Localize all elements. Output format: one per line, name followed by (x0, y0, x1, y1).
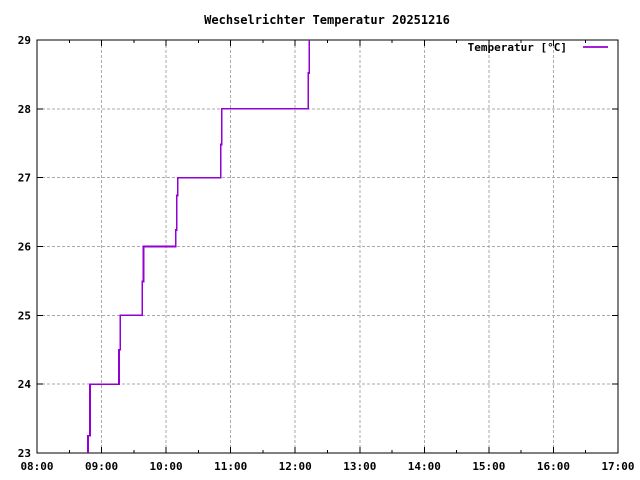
x-tick-label: 16:00 (537, 460, 570, 473)
axes-group (36, 39, 619, 454)
grid-lines-group (37, 40, 618, 453)
x-tick-label: 09:00 (85, 460, 118, 473)
y-tick-label: 25 (18, 309, 31, 322)
y-tick-label: 24 (18, 378, 32, 391)
y-tick-label: 23 (18, 447, 31, 460)
series-group (87, 40, 311, 453)
y-tick-label: 28 (18, 103, 31, 116)
temperature-line (87, 40, 311, 453)
x-tick-label: 10:00 (150, 460, 183, 473)
x-tick-label: 17:00 (601, 460, 634, 473)
x-tick-label: 13:00 (343, 460, 376, 473)
y-tick-label: 29 (18, 34, 31, 47)
y-tick-label: 27 (18, 172, 31, 185)
x-tick-label: 14:00 (408, 460, 441, 473)
tick-labels-group: 08:00 09:00 10:00 11:00 12:00 13:00 14:00 15:00… (18, 34, 635, 473)
chart-title: Wechselrichter Temperatur 20251216 (204, 13, 450, 27)
x-tick-label: 15:00 (472, 460, 505, 473)
legend: Temperatur [°C] (468, 41, 608, 54)
x-tick-label: 12:00 (279, 460, 312, 473)
legend-label: Temperatur [°C] (468, 41, 567, 54)
y-tick-label: 26 (18, 241, 32, 254)
x-tick-label: 08:00 (20, 460, 53, 473)
x-tick-label: 11:00 (214, 460, 247, 473)
